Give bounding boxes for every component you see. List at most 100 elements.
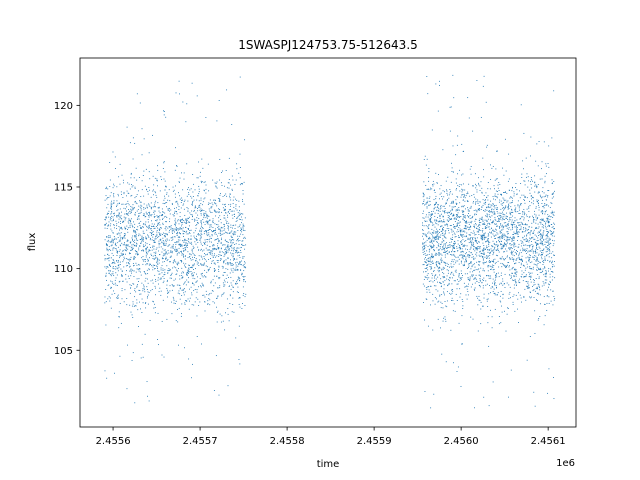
data-point [505,243,507,245]
data-point [136,264,138,266]
data-point [134,227,136,229]
data-point [175,320,177,322]
data-point [146,297,148,299]
data-point [229,295,231,297]
data-point [474,289,476,291]
data-point [551,271,553,273]
data-point [196,281,198,283]
data-point [229,193,231,195]
data-point [184,303,186,305]
data-point [239,76,241,78]
data-point [542,243,544,244]
data-point [422,213,424,214]
data-point [432,257,434,259]
data-point [453,213,455,215]
data-point [460,262,462,264]
data-point [422,203,423,205]
data-point [447,247,449,248]
data-point [422,251,424,253]
data-point [212,290,214,292]
data-point [468,257,470,258]
data-point [174,169,176,171]
data-point [109,248,111,250]
data-point [475,278,477,280]
data-point [423,193,425,195]
data-point [182,101,184,103]
data-point [477,228,479,230]
data-point [451,209,453,211]
data-point [219,287,221,289]
data-point [227,281,229,283]
data-point [447,253,449,255]
data-point [474,287,476,289]
data-point [185,300,187,301]
data-point [456,225,458,227]
data-point [533,238,535,240]
data-point [514,226,516,228]
data-point [193,247,195,249]
data-point [231,265,233,266]
data-point [483,234,485,236]
data-point [479,275,481,277]
data-point [430,187,431,189]
data-point [467,226,469,228]
data-point [136,268,138,270]
data-point [510,206,512,208]
data-point [454,218,456,220]
data-point [244,230,246,231]
data-point [170,209,172,211]
data-point [169,221,171,223]
data-point [432,210,434,212]
data-point [505,267,507,269]
data-point [195,207,197,208]
data-point [443,288,445,290]
data-point [478,177,479,179]
data-point [219,260,221,261]
data-point [208,220,210,222]
data-point [450,273,452,275]
data-point [489,188,491,190]
data-point [107,285,109,286]
data-point [517,236,519,238]
data-point [551,223,553,225]
data-point [443,243,445,245]
data-point [169,290,171,292]
data-point [176,242,178,244]
data-point [133,257,135,259]
data-point [237,216,239,218]
data-point [181,225,183,227]
data-point [237,217,238,219]
data-point [134,197,136,199]
data-point [131,184,132,186]
data-point [200,213,202,214]
data-point [146,204,148,206]
data-point [456,247,458,249]
data-point [455,256,457,258]
data-point [539,239,541,241]
data-point [214,233,216,235]
data-point [505,215,507,217]
data-point [239,278,241,280]
data-point [165,221,167,223]
data-point [518,213,520,214]
data-point [225,259,227,261]
data-point [197,233,199,234]
data-point [445,203,447,204]
data-point [121,270,123,272]
data-point [469,207,471,209]
data-point [428,236,430,238]
data-point [171,274,172,276]
data-point [123,259,124,261]
data-point [516,193,518,195]
data-point [105,186,107,188]
data-point [521,255,523,257]
data-point [198,305,200,306]
data-point [202,276,204,278]
data-point [208,298,210,299]
data-point [176,207,177,209]
data-point [239,167,241,168]
data-point [198,193,200,195]
data-point [174,196,176,198]
data-point [489,241,491,243]
data-point [235,282,237,284]
